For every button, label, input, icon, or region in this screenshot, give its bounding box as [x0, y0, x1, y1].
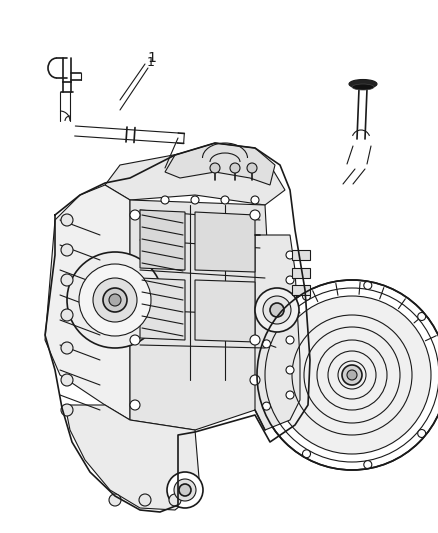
Circle shape — [251, 196, 259, 204]
Polygon shape — [255, 235, 300, 430]
Circle shape — [270, 303, 284, 317]
Circle shape — [161, 196, 169, 204]
Circle shape — [286, 391, 294, 399]
Circle shape — [347, 370, 357, 380]
Circle shape — [303, 450, 311, 458]
Polygon shape — [45, 185, 130, 420]
Polygon shape — [292, 285, 310, 295]
Circle shape — [262, 402, 271, 410]
Circle shape — [250, 335, 260, 345]
Circle shape — [61, 214, 73, 226]
Polygon shape — [105, 150, 285, 205]
Circle shape — [179, 484, 191, 496]
Polygon shape — [292, 268, 310, 278]
Circle shape — [167, 472, 203, 508]
Circle shape — [61, 244, 73, 256]
Circle shape — [61, 309, 73, 321]
Circle shape — [257, 280, 438, 470]
Polygon shape — [130, 200, 275, 430]
Polygon shape — [292, 250, 310, 260]
Circle shape — [273, 296, 431, 454]
Circle shape — [230, 163, 240, 173]
Circle shape — [255, 288, 299, 332]
Circle shape — [67, 252, 163, 348]
Polygon shape — [140, 210, 185, 270]
Circle shape — [418, 312, 426, 320]
Text: 1: 1 — [147, 51, 156, 65]
Circle shape — [191, 196, 199, 204]
Circle shape — [364, 281, 372, 289]
Polygon shape — [195, 212, 255, 272]
Circle shape — [221, 196, 229, 204]
Polygon shape — [165, 143, 275, 185]
Circle shape — [130, 335, 140, 345]
Circle shape — [342, 365, 362, 385]
Circle shape — [286, 366, 294, 374]
Polygon shape — [65, 405, 200, 510]
Circle shape — [109, 294, 121, 306]
Polygon shape — [140, 278, 185, 340]
Polygon shape — [195, 280, 255, 342]
Circle shape — [130, 400, 140, 410]
Circle shape — [169, 494, 181, 506]
Circle shape — [286, 336, 294, 344]
Ellipse shape — [349, 79, 377, 88]
Circle shape — [247, 163, 257, 173]
Circle shape — [286, 276, 294, 284]
Text: 1: 1 — [147, 55, 155, 69]
Circle shape — [61, 274, 73, 286]
Circle shape — [303, 292, 311, 300]
Circle shape — [139, 494, 151, 506]
Circle shape — [250, 375, 260, 385]
Circle shape — [79, 264, 151, 336]
Circle shape — [174, 479, 196, 501]
Circle shape — [418, 430, 426, 438]
Circle shape — [263, 296, 291, 324]
Circle shape — [286, 251, 294, 259]
Circle shape — [61, 342, 73, 354]
Circle shape — [61, 374, 73, 386]
Circle shape — [262, 340, 271, 348]
Ellipse shape — [352, 84, 374, 90]
Circle shape — [93, 278, 137, 322]
Circle shape — [364, 461, 372, 469]
Circle shape — [210, 163, 220, 173]
Circle shape — [103, 288, 127, 312]
Circle shape — [130, 210, 140, 220]
Circle shape — [61, 404, 73, 416]
Circle shape — [250, 210, 260, 220]
Circle shape — [109, 494, 121, 506]
